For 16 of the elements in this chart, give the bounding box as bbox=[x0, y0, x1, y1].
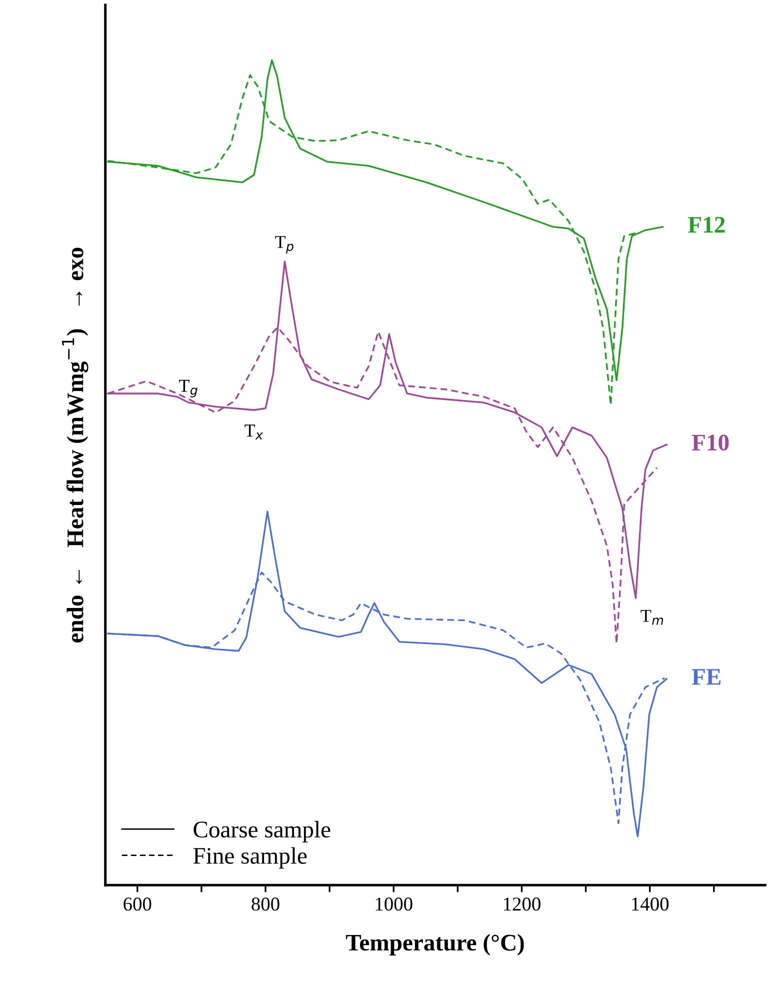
annotation: FE bbox=[692, 669, 720, 685]
x-tick-label: 1000 bbox=[376, 898, 412, 911]
annotation: Coarse sample bbox=[194, 820, 330, 842]
x-tick-label: 1400 bbox=[632, 898, 669, 911]
annotation: T$_{p}$ bbox=[275, 236, 294, 254]
x-axis-title: Temperature (°C) bbox=[346, 934, 524, 956]
annotation: F10 bbox=[692, 434, 729, 451]
x-tick-label: 800 bbox=[252, 898, 280, 911]
x-tick-label: 600 bbox=[124, 898, 152, 911]
x-tick-label: 1200 bbox=[504, 898, 540, 911]
annotation: Fine sample bbox=[193, 847, 307, 869]
annotation: T$_{m}$ bbox=[640, 610, 664, 625]
y-axis-title: endo ← Heat flow (mWmg$^{−1}$) → exo bbox=[62, 248, 88, 642]
annotation: T$_{x}$ bbox=[244, 424, 264, 440]
annotation: F12 bbox=[688, 216, 725, 233]
annotation: T$_{g}$ bbox=[179, 380, 198, 398]
